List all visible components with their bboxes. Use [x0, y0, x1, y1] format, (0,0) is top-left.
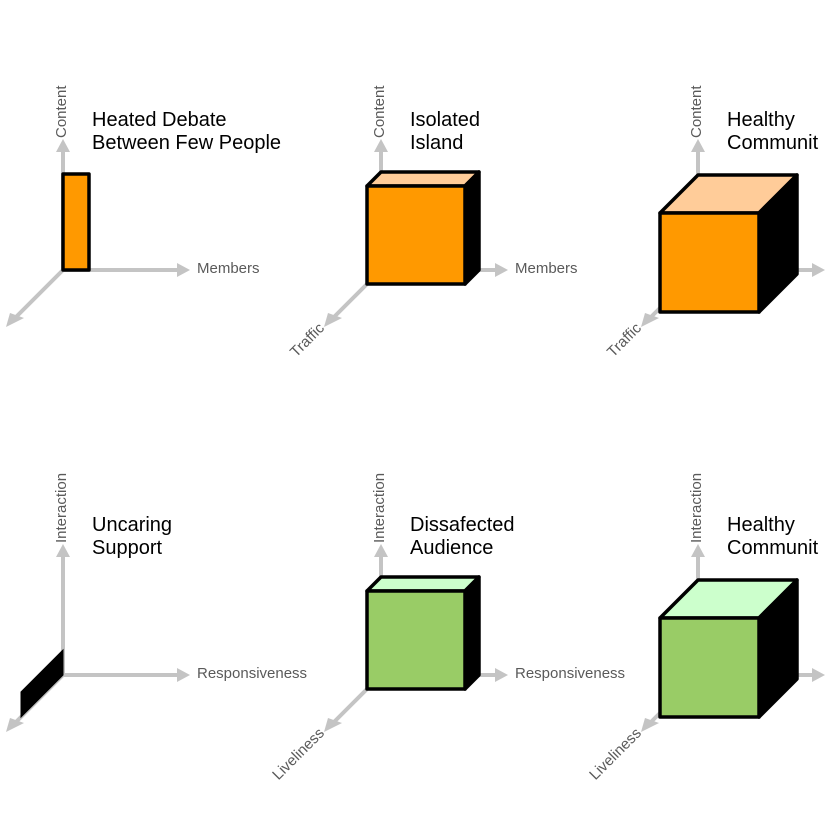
panel-title-line: Uncaring — [92, 514, 172, 536]
panel-1-2: Interaction Liveliness Healthy Communit — [586, 473, 825, 783]
depth-axis-arrowhead — [641, 313, 659, 327]
depth-axis-label: Liveliness — [586, 725, 645, 784]
cube-front-face — [658, 616, 761, 719]
vertical-axis-arrowhead — [56, 139, 70, 152]
cube-side-face — [463, 170, 481, 286]
horizontal-axis-label: Responsiveness — [197, 665, 307, 682]
vertical-axis-arrowhead — [691, 139, 705, 152]
vertical-axis-label: Content — [688, 85, 705, 138]
depth-axis-label: Liveliness — [269, 725, 328, 784]
vertical-axis-label: Content — [371, 85, 388, 138]
panel-title: Healthy Communit — [727, 514, 819, 559]
panel-1-1: Interaction Responsiveness Liveliness Dissa… — [269, 473, 625, 783]
panel-title-line: Communit — [727, 132, 819, 154]
cube-top-face — [365, 575, 481, 593]
vertical-axis-arrowhead — [56, 544, 70, 557]
panel-0-1: Content Members Traffic Isolated Island — [287, 85, 578, 361]
depth-axis-arrowhead — [6, 313, 24, 327]
horizontal-axis-arrowhead — [812, 668, 825, 682]
depth-axis-arrowhead — [641, 718, 659, 732]
depth-axis-label: Traffic — [287, 319, 328, 360]
depth-axis-arrowhead — [324, 313, 342, 327]
panel-title-line: Healthy — [727, 109, 795, 131]
panel-title-line: Between Few People — [92, 132, 281, 154]
depth-axis-arrowhead — [6, 718, 24, 732]
vertical-axis-arrowhead — [691, 544, 705, 557]
panel-title-line: Heated Debate — [92, 109, 227, 131]
vertical-axis-label: Interaction — [688, 473, 705, 543]
cube-front-face — [658, 211, 761, 314]
vertical-axis-arrowhead — [374, 544, 388, 557]
vertical-axis-label: Interaction — [53, 473, 70, 543]
panel-title-line: Island — [410, 132, 463, 154]
horizontal-axis-label: Members — [515, 260, 578, 277]
flat-slab — [20, 648, 64, 719]
thin-bar — [61, 172, 91, 272]
vertical-axis-label: Content — [53, 85, 70, 138]
depth-axis-label: Traffic — [604, 319, 645, 360]
cube-front-face — [365, 184, 467, 286]
panel-1-0: Interaction Responsiveness Uncaring Support — [6, 473, 307, 732]
cube-front-face — [365, 589, 467, 691]
panel-title-line: Communit — [727, 537, 819, 559]
cube-top-face — [365, 170, 481, 188]
horizontal-axis-label: Members — [197, 260, 260, 277]
panel-title: Healthy Communit — [727, 109, 819, 154]
panel-title: Isolated Island — [410, 109, 480, 154]
panel-title: Dissafected Audience — [410, 514, 515, 559]
horizontal-axis-arrowhead — [177, 668, 190, 682]
panel-title-line: Isolated — [410, 109, 480, 131]
cube-side-face — [463, 575, 481, 691]
horizontal-axis-arrowhead — [495, 668, 508, 682]
panel-title-line: Dissafected — [410, 514, 515, 536]
horizontal-axis-arrowhead — [812, 263, 825, 277]
panel-title: Heated Debate Between Few People — [92, 109, 281, 154]
panel-0-2: Content Traffic Healthy Communit — [604, 85, 825, 361]
depth-axis-arrowhead — [324, 718, 342, 732]
panel-title-line: Healthy — [727, 514, 795, 536]
vertical-axis-label: Interaction — [371, 473, 388, 543]
horizontal-axis-label: Responsiveness — [515, 665, 625, 682]
panel-0-0: Content Members Heated Debate Between Few P… — [6, 85, 281, 327]
panel-title: Uncaring Support — [92, 514, 172, 559]
depth-axis — [13, 268, 65, 320]
vertical-axis-arrowhead — [374, 139, 388, 152]
horizontal-axis-arrowhead — [177, 263, 190, 277]
panel-title-line: Support — [92, 537, 162, 559]
panel-title-line: Audience — [410, 537, 493, 559]
horizontal-axis-arrowhead — [495, 263, 508, 277]
